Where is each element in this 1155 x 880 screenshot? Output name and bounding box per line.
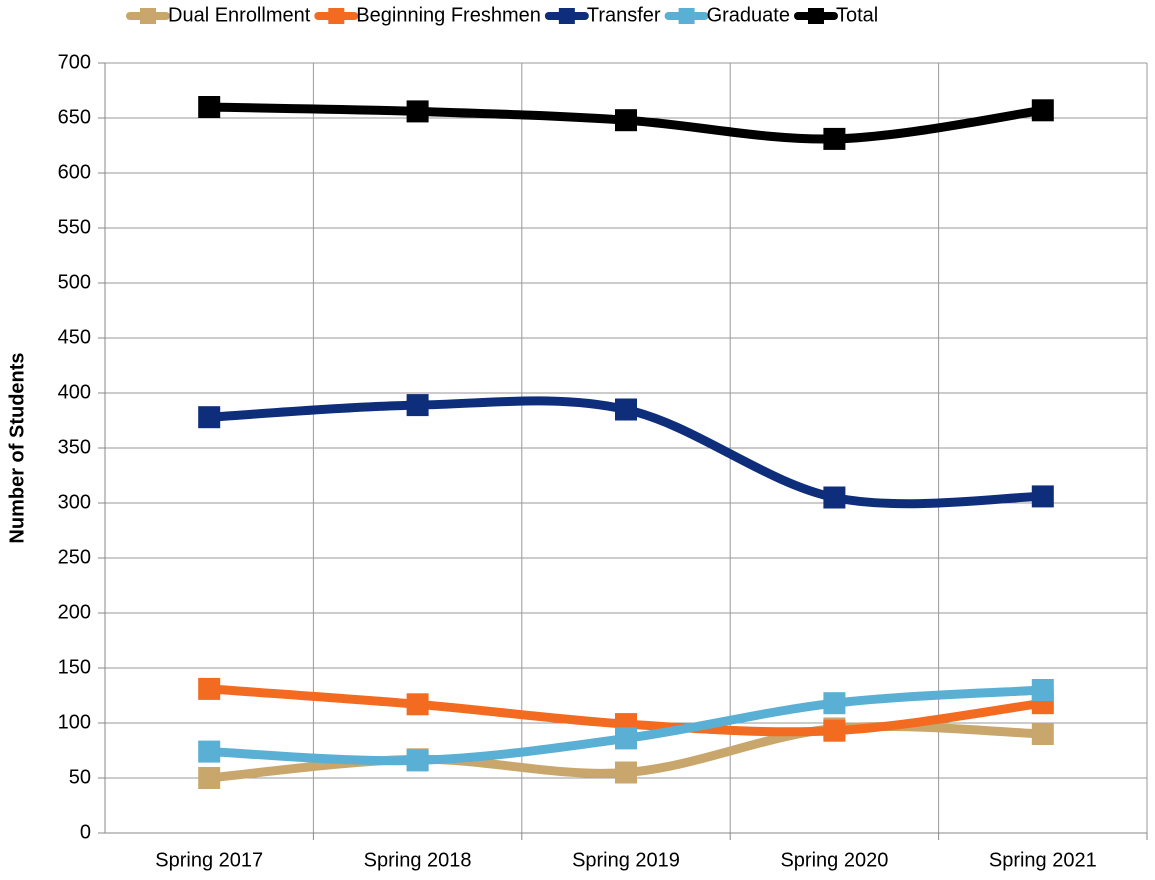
marker [823, 719, 846, 742]
x-tick-label: Spring 2019 [572, 849, 680, 871]
legend-label: Beginning Freshmen [356, 4, 541, 26]
y-tick-label: 200 [58, 601, 91, 623]
marker [406, 100, 429, 123]
x-tick-label: Spring 2021 [989, 849, 1097, 871]
legend-marker [678, 8, 695, 24]
y-tick-label: 700 [58, 51, 91, 73]
y-axis-label: Number of Students [6, 352, 28, 543]
marker [615, 727, 637, 750]
y-tick-label: 550 [58, 216, 91, 238]
marker [1031, 679, 1054, 701]
marker [1031, 485, 1054, 508]
marker [615, 761, 637, 784]
marker [198, 740, 221, 763]
y-tick-label: 600 [58, 161, 91, 183]
legend-label: Transfer [587, 4, 661, 26]
marker [198, 406, 221, 429]
y-tick-label: 0 [80, 821, 91, 843]
x-tick-label: Spring 2020 [780, 849, 888, 871]
marker [198, 96, 221, 118]
y-tick-label: 250 [58, 546, 91, 568]
marker [406, 394, 429, 417]
y-tick-label: 450 [58, 326, 91, 348]
marker [823, 127, 846, 150]
marker [1031, 99, 1054, 122]
y-tick-label: 350 [58, 436, 91, 458]
x-tick-label: Spring 2018 [364, 849, 472, 871]
legend-label: Total [836, 4, 878, 26]
marker [198, 677, 221, 700]
legend-marker [807, 8, 824, 24]
y-tick-label: 650 [58, 106, 91, 128]
marker [406, 693, 429, 716]
x-tick-label: Spring 2017 [155, 849, 263, 871]
y-tick-label: 150 [58, 656, 91, 678]
legend-label: Dual Enrollment [168, 4, 311, 26]
marker [1031, 723, 1054, 745]
marker [823, 692, 846, 715]
y-tick-label: 400 [58, 381, 91, 403]
legend-label: Graduate [707, 4, 790, 26]
marker [823, 486, 846, 509]
y-tick-label: 50 [69, 766, 91, 788]
marker [615, 398, 637, 421]
marker [406, 749, 429, 772]
y-tick-label: 500 [58, 271, 91, 293]
legend-marker [558, 8, 575, 24]
y-tick-label: 300 [58, 491, 91, 513]
marker [615, 109, 637, 132]
y-tick-label: 100 [58, 711, 91, 733]
marker [198, 767, 221, 789]
legend-marker [328, 8, 345, 24]
legend-marker [140, 8, 156, 24]
